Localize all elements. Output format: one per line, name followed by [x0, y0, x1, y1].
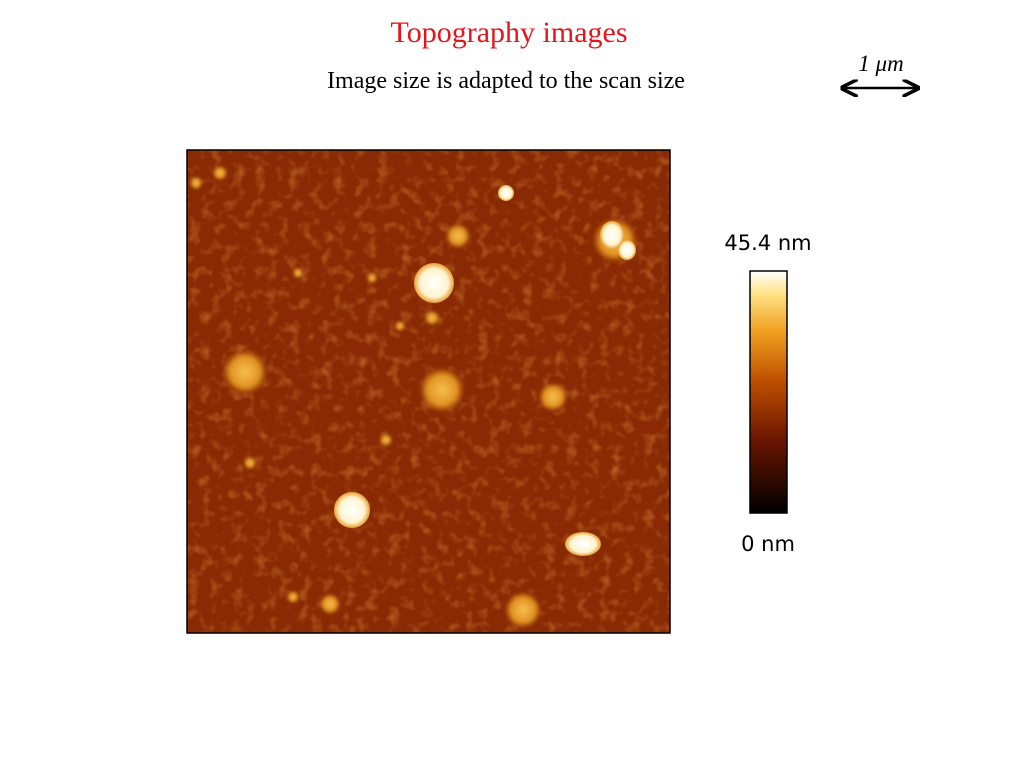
slide-subtitle: Image size is adapted to the scan size [327, 68, 685, 94]
colorbar-min-label: 0 nm [741, 532, 795, 556]
colorbar-max-label: 45.4 nm [724, 231, 811, 255]
slide-title: Topography images [390, 16, 627, 49]
scale-bar-label: 1 μm [858, 51, 903, 76]
afm-image [186, 149, 671, 634]
colorbar [749, 270, 788, 514]
